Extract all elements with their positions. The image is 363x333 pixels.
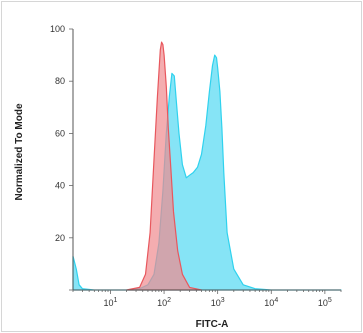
x-tick-label: 101 [104,297,118,308]
x-tick-label: 105 [318,297,332,308]
y-tick-label: 20 [55,233,65,243]
x-tick-label: 103 [211,297,225,308]
x-axis-ticks: 101 102 103 104 105 [72,290,342,308]
y-tick-label: 80 [55,76,65,86]
y-tick-label: 60 [55,128,65,138]
x-axis-label: FITC-A [196,319,229,330]
y-axis-label: Normalized To Mode [14,103,25,200]
histogram-series-2 [126,41,203,291]
y-tick-label: 100 [50,24,65,34]
plot-area [72,29,342,291]
y-tick-label: 40 [55,181,65,191]
x-tick-label: 104 [264,297,278,308]
y-axis-ticks: 20 40 60 80 100 [50,24,73,291]
x-tick-label: 102 [157,297,171,308]
